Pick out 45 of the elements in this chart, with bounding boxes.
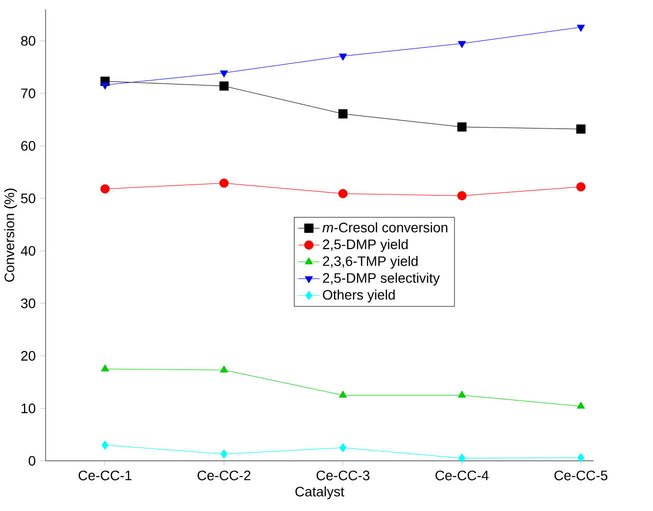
point [577,452,584,462]
point [458,40,466,48]
x-tick-label: Ce-CC-2 [198,470,250,480]
point [457,122,467,132]
x-tick-label: Ce-CC-3 [316,470,370,480]
y-tick-label: 10 [22,403,36,414]
x-axis-title: Catalyst [295,486,344,499]
y-tick-label: 40 [20,246,36,256]
y-tick-label: 70 [21,88,36,98]
legend-label: 2,5-DMP selectivity [322,272,440,286]
point [220,365,228,372]
y-tick-label: 80 [21,36,36,46]
legend-label: 2,3,6-TMP yield [322,256,418,269]
y-tick-label: 50 [21,193,36,204]
point [458,453,466,463]
point [338,390,347,398]
legend-label: 2,5-DMP yield [322,238,408,252]
point [101,364,110,372]
point [100,184,110,194]
x-tick-label: Ce-CC-4 [436,470,489,480]
legend-label: Others yield [322,289,395,302]
point [101,82,110,90]
point [338,109,348,118]
x-tick-label: Ce-CC-1 [78,470,132,480]
point [576,182,586,192]
legend-label: m-Cresol conversion [322,222,448,232]
point [219,81,229,90]
point [339,442,346,452]
point [102,440,109,450]
point [338,188,348,198]
y-tick-label: 20 [21,350,36,361]
point [576,24,585,32]
y-tick-label: 0 [28,456,36,466]
point [220,449,228,458]
point [576,124,586,134]
x-tick-label: Ce-CC-5 [554,470,608,480]
y-tick-label: 30 [21,298,36,308]
point [338,53,347,61]
y-axis-title: Conversion (%) [4,188,17,282]
point [457,190,467,200]
point [220,70,228,78]
point [219,178,229,188]
point [576,401,585,408]
point [458,390,466,398]
y-tick-label: 60 [21,140,36,151]
